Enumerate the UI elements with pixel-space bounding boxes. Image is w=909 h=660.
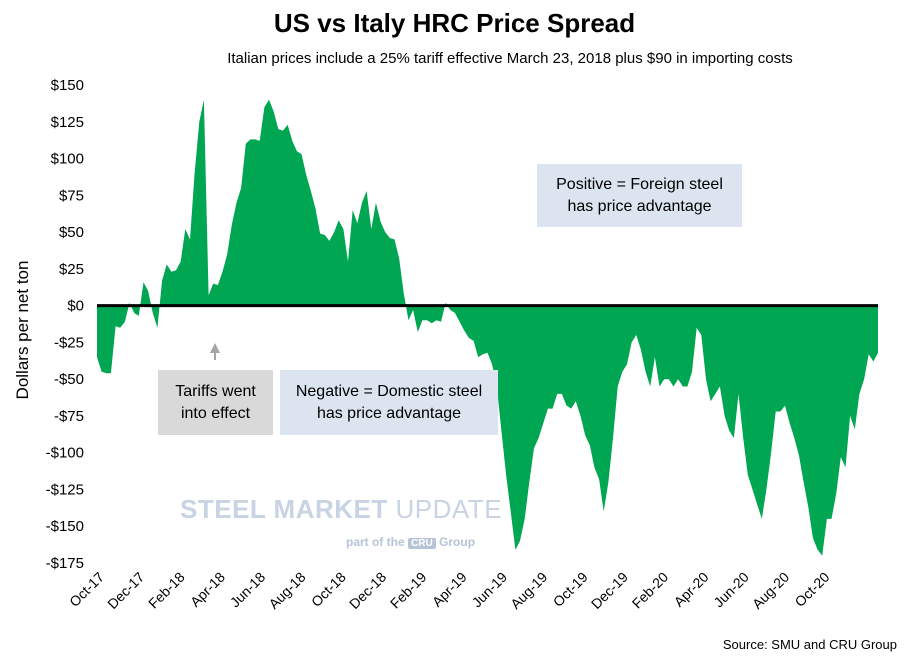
source-note: Source: SMU and CRU Group (722, 637, 897, 652)
y-axis-label: Dollars per net ton (13, 261, 32, 400)
y-tick-label: -$25 (54, 334, 84, 351)
x-tick-label: Aug-20 (749, 569, 792, 612)
y-tick-label: -$50 (54, 371, 84, 388)
y-tick-label: -$125 (46, 481, 84, 498)
tariff-callout-line1: Tariffs went (175, 382, 256, 400)
watermark-logo: STEEL MARKET UPDATE (180, 494, 502, 525)
x-tick-label: Dec-19 (588, 569, 631, 612)
x-tick-label: Feb-20 (629, 569, 672, 612)
watermark-sub-text: part of the (346, 535, 405, 549)
positive-callout-line1: Positive = Foreign steel (556, 175, 723, 193)
y-tick-label: $150 (51, 77, 84, 94)
y-tick-label: $25 (59, 261, 84, 278)
chart-title: US vs Italy HRC Price Spread (273, 8, 636, 38)
y-axis: $150 $125 $100 $75 $50 $25 $0 -$25 -$50 -$75 -$100… (46, 77, 84, 572)
x-tick-label: Apr-19 (429, 569, 470, 610)
y-tick-label: -$75 (54, 408, 84, 425)
y-tick-label: $75 (59, 187, 84, 204)
positive-callout: Positive = Foreign steel has price advan… (537, 164, 742, 227)
x-tick-label: Oct-19 (550, 569, 591, 610)
y-tick-label: $100 (51, 151, 84, 168)
watermark-sub-tail: Group (439, 535, 476, 549)
positive-callout-line2: has price advantage (567, 197, 712, 215)
x-tick-label: Feb-19 (387, 569, 430, 612)
x-tick-label: Dec-18 (346, 569, 389, 612)
x-tick-label: Jun-19 (469, 569, 511, 611)
plot-area (97, 99, 878, 556)
x-tick-label: Feb-18 (145, 569, 188, 612)
y-tick-label: -$100 (46, 445, 84, 462)
x-tick-label: Apr-20 (671, 569, 712, 610)
watermark-light: UPDATE (395, 494, 503, 524)
negative-callout-line1: Negative = Domestic steel (295, 382, 483, 400)
x-tick-label: Oct-17 (66, 569, 107, 610)
x-tick-label: Dec-17 (104, 569, 147, 612)
x-tick-label: Apr-18 (187, 569, 228, 610)
y-tick-label: $125 (51, 114, 84, 131)
negative-callout: Negative = Domestic steel has price adva… (280, 370, 498, 435)
spread-area (97, 99, 878, 556)
x-tick-label: Aug-18 (265, 569, 308, 612)
x-tick-label: Oct-18 (308, 569, 349, 610)
chart-subtitle: Italian prices include a 25% tariff effe… (227, 50, 793, 67)
x-tick-label: Aug-19 (507, 569, 550, 612)
watermark-cru-badge: CRU (408, 538, 436, 549)
tariff-callout-line2: into effect (180, 404, 251, 422)
negative-callout-line2: has price advantage (316, 404, 462, 422)
y-tick-label: -$175 (46, 555, 84, 572)
x-tick-label: Jun-18 (227, 569, 269, 611)
x-tick-label: Jun-20 (710, 569, 752, 611)
watermark-subtitle: part of the CRU Group (346, 535, 475, 549)
watermark-bold: STEEL MARKET (180, 494, 388, 524)
x-tick-label: Oct-20 (791, 569, 832, 610)
y-tick-label: $50 (59, 224, 84, 241)
tariff-arrow-icon (210, 343, 220, 360)
y-tick-label: $0 (67, 298, 84, 315)
tariff-callout: Tariffs went into effect (158, 370, 273, 435)
y-tick-label: -$150 (46, 518, 84, 535)
